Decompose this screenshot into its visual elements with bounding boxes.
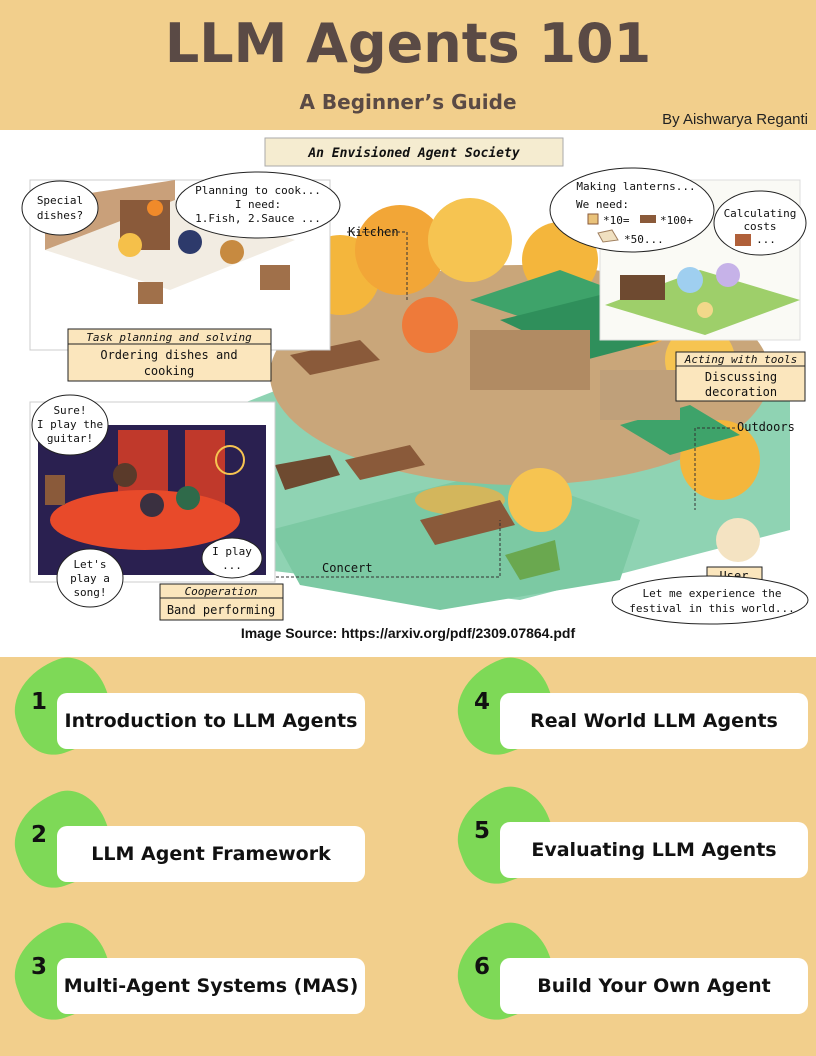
toc-card[interactable]: Real World LLM Agents [500,693,808,749]
svg-text:We need:: We need: [576,198,629,211]
user-scene: User Let me experience the festival in t… [611,518,809,625]
toc-number: 4 [474,689,491,715]
place-concert: Concert [322,561,373,575]
page-title: LLM Agents 101 [164,12,652,75]
illustration-canvas: An Envisioned Agent Society Kitchen Outd… [21,137,809,625]
page-subtitle: A Beginner’s Guide [299,90,517,114]
toc-card[interactable]: LLM Agent Framework [57,826,365,882]
place-outdoors: Outdoors [737,420,795,434]
svg-text:Cooperation: Cooperation [185,585,258,598]
concert-bubble-bottom-left: Let's play a song! [56,548,124,608]
tools-bubble-left: Making lanterns... We need: *10= *100+ *… [549,167,715,253]
svg-text:Ordering dishes and: Ordering dishes and [100,348,237,362]
svg-text:song!: song! [73,586,106,599]
svg-text:Making lanterns...: Making lanterns... [576,180,695,193]
tools-caption: Acting with tools Discussing decoration [675,351,806,402]
svg-text:Acting with tools: Acting with tools [684,353,798,366]
kitchen-bubble-left: Special dishes? [21,180,99,236]
svg-text:Special: Special [37,194,83,207]
toc-card[interactable]: Build Your Own Agent [500,958,808,1014]
svg-text:I play: I play [212,545,252,558]
kitchen-bubble-right: Planning to cook... I need: 1.Fish, 2.Sa… [175,171,341,239]
svg-text:play a: play a [70,572,110,585]
toc-number: 5 [474,818,491,844]
svg-text:...: ... [756,233,776,246]
toc-card[interactable]: Multi-Agent Systems (MAS) [57,958,365,1014]
svg-text:festival in this world...: festival in this world... [629,602,795,615]
table-of-contents: 1 Introduction to LLM Agents 4 Real Worl… [0,647,816,1056]
svg-text:*100+: *100+ [660,214,693,227]
svg-text:1.Fish, 2.Sauce ...: 1.Fish, 2.Sauce ... [195,212,321,225]
toc-item-3[interactable]: 3 Multi-Agent Systems (MAS) [1,912,374,1030]
image-source: Image Source: https://arxiv.org/pdf/2309… [240,625,576,641]
banner: An Envisioned Agent Society [264,137,564,167]
toc-card[interactable]: Evaluating LLM Agents [500,822,808,878]
svg-text:Sure!: Sure! [53,404,86,417]
svg-text:Planning to cook...: Planning to cook... [195,184,321,197]
svg-text:...: ... [222,559,242,572]
svg-text:Let's: Let's [73,558,106,571]
svg-text:I need:: I need: [235,198,281,211]
toc-number: 2 [31,822,48,848]
svg-text:Band performing: Band performing [167,603,275,617]
svg-text:Calculating: Calculating [724,207,797,220]
concert-bubble-top: Sure! I play the guitar! [31,394,109,456]
svg-text:dishes?: dishes? [37,209,83,222]
concert-bubble-bottom-right: I play ... [201,537,263,579]
agent-society-illustration: An Envisioned Agent Society Kitchen Outd… [0,130,816,657]
toc-number: 3 [31,954,48,980]
toc-card[interactable]: Introduction to LLM Agents [57,693,365,749]
svg-text:Discussing: Discussing [705,370,777,384]
islet [505,540,560,580]
toc-number: 6 [474,954,491,980]
svg-text:cooking: cooking [144,364,195,378]
concert-caption: Cooperation Band performing [159,583,284,621]
toc-item-5[interactable]: 5 Evaluating LLM Agents [444,776,816,894]
svg-text:Task planning and solving: Task planning and solving [86,331,252,344]
toc-item-4[interactable]: 4 Real World LLM Agents [444,647,816,765]
banner-text: An Envisioned Agent Society [307,146,519,161]
svg-text:I play the: I play the [37,418,103,431]
docks [275,340,515,545]
kitchen-caption: Task planning and solving Ordering dishe… [67,328,272,382]
toc-item-2[interactable]: 2 LLM Agent Framework [1,780,374,898]
svg-text:decoration: decoration [705,385,777,399]
toc-item-6[interactable]: 6 Build Your Own Agent [444,912,816,1030]
toc-number: 1 [31,689,48,715]
svg-text:*10=: *10= [603,214,630,227]
svg-text:guitar!: guitar! [47,432,93,445]
svg-text:costs: costs [743,220,776,233]
header: LLM Agents 101 A Beginner’s Guide By Ais… [0,0,816,130]
tools-bubble-right: Calculating costs ... [713,190,807,256]
svg-text:Let me experience the: Let me experience the [642,587,781,600]
svg-text:*50...: *50... [624,233,664,246]
author-credit: By Aishwarya Reganti [662,111,808,128]
toc-item-1[interactable]: 1 Introduction to LLM Agents [1,647,374,765]
